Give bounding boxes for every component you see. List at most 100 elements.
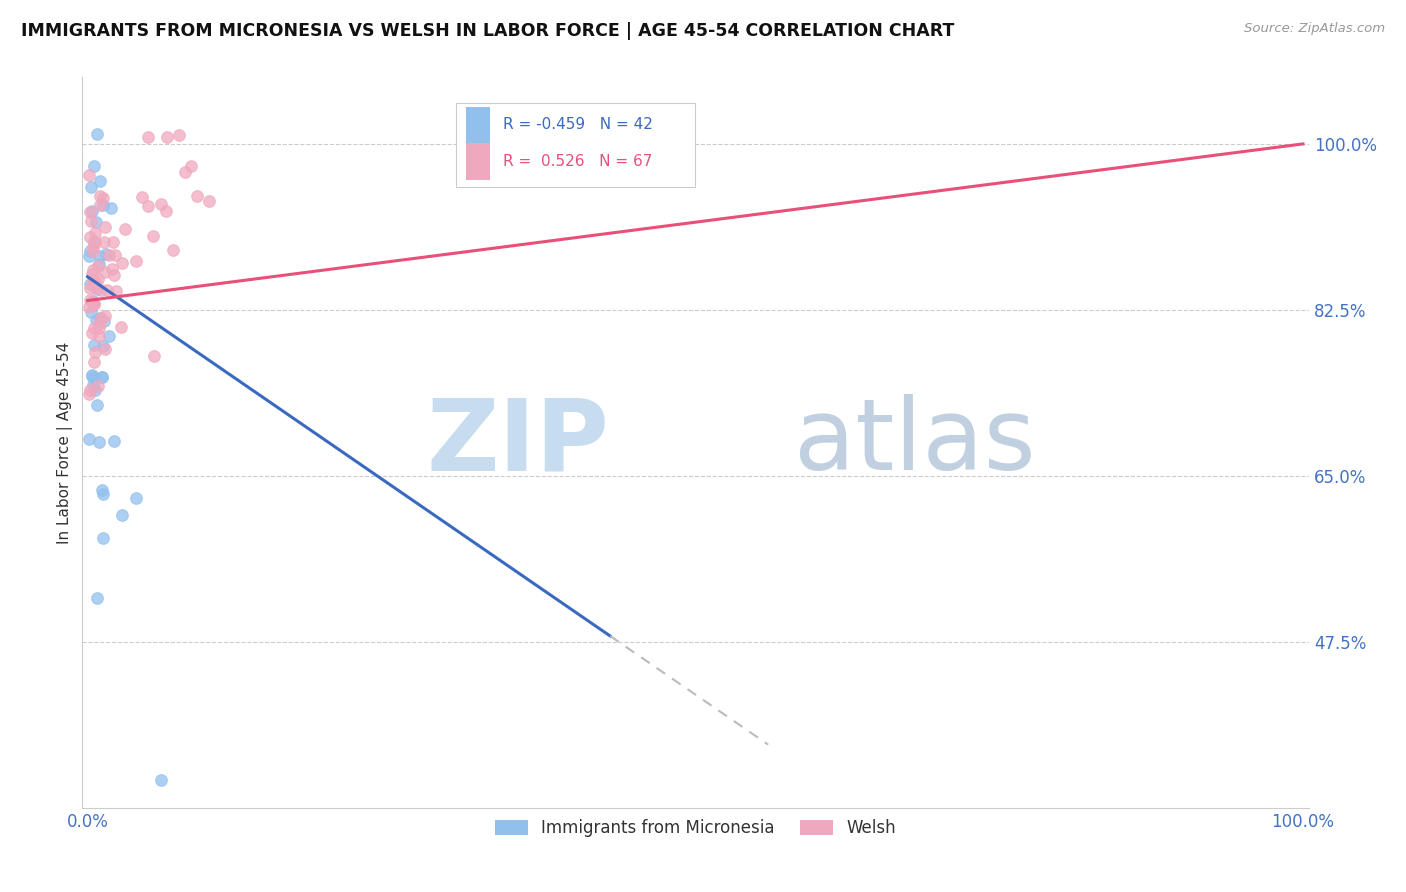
- Text: ZIP: ZIP: [426, 394, 609, 491]
- FancyBboxPatch shape: [456, 103, 696, 187]
- Point: [91, 487, 114, 501]
- Point: [110, 319, 132, 334]
- Point: [86, 398, 108, 412]
- Point: [83, 296, 105, 310]
- Point: [80, 179, 103, 194]
- Text: R = -0.459   N = 42: R = -0.459 N = 42: [502, 118, 652, 132]
- Point: [90, 370, 112, 384]
- Point: [90, 283, 112, 297]
- Point: [80, 268, 103, 282]
- FancyBboxPatch shape: [465, 107, 491, 144]
- Point: [83, 159, 105, 173]
- FancyBboxPatch shape: [465, 144, 491, 180]
- Point: [103, 434, 125, 448]
- Point: [83, 321, 105, 335]
- Point: [83, 297, 105, 311]
- Point: [80, 369, 103, 384]
- Point: [93, 191, 115, 205]
- Point: [143, 349, 166, 363]
- Point: [89, 249, 111, 263]
- Point: [77, 168, 100, 182]
- Point: [180, 159, 202, 173]
- Point: [84, 215, 107, 229]
- Point: [198, 194, 221, 208]
- Point: [103, 235, 125, 249]
- Point: [94, 265, 117, 279]
- Point: [84, 345, 107, 359]
- Point: [83, 371, 105, 385]
- Point: [87, 271, 110, 285]
- Point: [96, 283, 118, 297]
- Point: [83, 235, 105, 249]
- Point: [82, 368, 104, 382]
- Point: [155, 129, 177, 144]
- Point: [80, 203, 103, 218]
- Point: [173, 165, 195, 179]
- Point: [82, 244, 104, 259]
- Point: [82, 239, 104, 253]
- Point: [94, 310, 117, 324]
- Point: [82, 262, 104, 277]
- Point: [97, 248, 120, 262]
- Point: [131, 189, 153, 203]
- Point: [80, 214, 103, 228]
- Point: [167, 128, 190, 143]
- Point: [111, 508, 134, 523]
- Point: [94, 219, 117, 234]
- Point: [89, 329, 111, 343]
- Point: [84, 313, 107, 327]
- Point: [98, 329, 121, 343]
- Point: [77, 433, 100, 447]
- Point: [91, 369, 114, 384]
- Point: [89, 174, 111, 188]
- Text: IMMIGRANTS FROM MICRONESIA VS WELSH IN LABOR FORCE | AGE 45-54 CORRELATION CHART: IMMIGRANTS FROM MICRONESIA VS WELSH IN L…: [21, 22, 955, 40]
- Point: [87, 379, 110, 393]
- Point: [79, 244, 101, 259]
- Point: [79, 293, 101, 307]
- Point: [83, 275, 105, 289]
- Point: [86, 128, 108, 142]
- Point: [79, 277, 101, 291]
- Point: [111, 256, 134, 270]
- Point: [79, 383, 101, 397]
- Point: [125, 253, 148, 268]
- Point: [83, 279, 105, 293]
- Point: [94, 247, 117, 261]
- Point: [89, 311, 111, 326]
- Point: [100, 262, 122, 277]
- Point: [136, 199, 159, 213]
- Point: [89, 321, 111, 335]
- Point: [89, 198, 111, 212]
- Point: [77, 386, 100, 401]
- Point: [82, 294, 104, 309]
- Point: [83, 384, 105, 398]
- Point: [162, 244, 184, 258]
- Point: [83, 338, 105, 352]
- Text: Source: ZipAtlas.com: Source: ZipAtlas.com: [1244, 22, 1385, 36]
- Point: [149, 772, 172, 787]
- Point: [103, 268, 125, 282]
- Point: [138, 130, 160, 145]
- Point: [91, 483, 114, 497]
- Point: [114, 222, 136, 236]
- Point: [186, 189, 208, 203]
- Point: [84, 235, 107, 249]
- Point: [124, 491, 146, 505]
- Point: [87, 259, 110, 273]
- Point: [80, 305, 103, 319]
- Point: [90, 310, 112, 325]
- Point: [89, 189, 111, 203]
- Point: [80, 326, 103, 340]
- Point: [155, 203, 177, 218]
- Text: atlas: atlas: [793, 394, 1035, 491]
- Point: [100, 201, 122, 215]
- Point: [82, 277, 104, 292]
- Legend: Immigrants from Micronesia, Welsh: Immigrants from Micronesia, Welsh: [488, 813, 903, 844]
- Point: [83, 273, 105, 287]
- Point: [94, 343, 117, 357]
- Point: [149, 197, 172, 211]
- Point: [104, 248, 127, 262]
- Point: [86, 591, 108, 605]
- Point: [93, 314, 115, 328]
- Point: [83, 226, 105, 240]
